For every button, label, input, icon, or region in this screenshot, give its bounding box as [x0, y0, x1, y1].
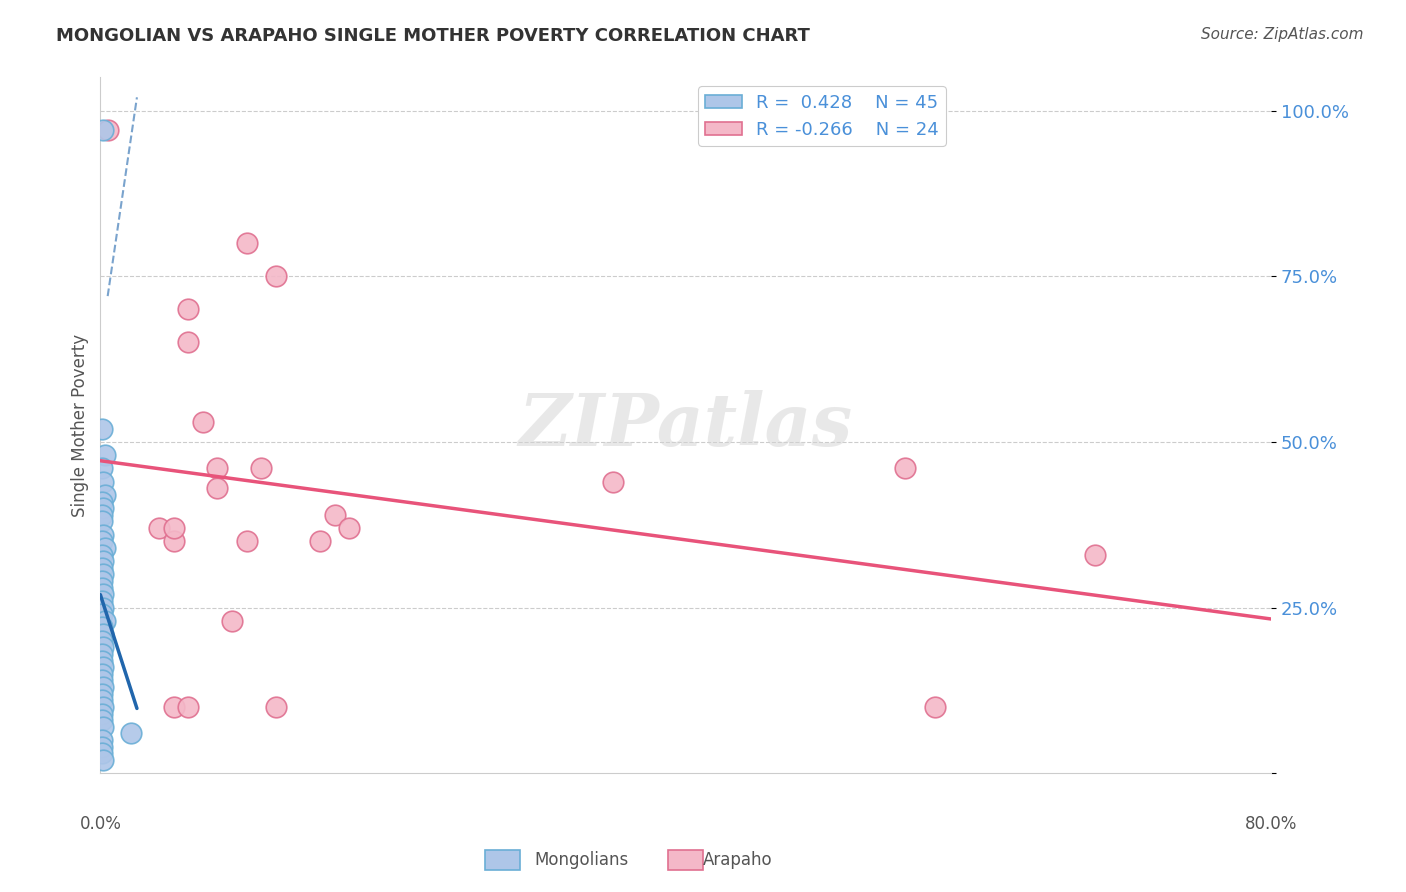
Point: [177, 335, 200, 350]
Point: [91, 720, 114, 734]
Point: [91, 475, 114, 489]
Point: [207, 481, 229, 495]
Point: [90, 693, 112, 707]
Point: [90, 422, 112, 436]
Point: [90, 548, 112, 562]
Point: [91, 680, 114, 694]
Text: Mongolians: Mongolians: [534, 851, 628, 869]
Point: [91, 753, 114, 767]
Point: [90, 594, 112, 608]
Point: [91, 627, 114, 641]
Text: Arapaho: Arapaho: [703, 851, 773, 869]
Point: [90, 747, 112, 761]
Point: [90, 620, 112, 634]
Point: [90, 607, 112, 622]
Point: [177, 700, 200, 714]
Point: [162, 521, 184, 535]
Point: [1084, 548, 1107, 562]
Text: 0.0%: 0.0%: [79, 815, 121, 833]
Text: Source: ZipAtlas.com: Source: ZipAtlas.com: [1201, 27, 1364, 42]
Point: [90, 515, 112, 529]
Point: [90, 581, 112, 595]
Point: [90, 574, 112, 588]
Point: [91, 700, 114, 714]
Point: [91, 660, 114, 674]
Point: [323, 508, 346, 522]
Point: [177, 302, 200, 317]
Y-axis label: Single Mother Poverty: Single Mother Poverty: [72, 334, 89, 516]
Point: [90, 666, 112, 681]
Point: [90, 687, 112, 701]
Point: [91, 567, 114, 582]
Point: [90, 654, 112, 668]
Point: [337, 521, 360, 535]
Point: [120, 726, 142, 740]
Point: [924, 700, 946, 714]
Point: [91, 554, 114, 568]
Point: [90, 706, 112, 721]
Point: [162, 534, 184, 549]
Text: MONGOLIAN VS ARAPAHO SINGLE MOTHER POVERTY CORRELATION CHART: MONGOLIAN VS ARAPAHO SINGLE MOTHER POVER…: [56, 27, 810, 45]
Point: [602, 475, 624, 489]
Point: [91, 501, 114, 516]
Point: [93, 448, 115, 462]
Legend: R =  0.428    N = 45, R = -0.266    N = 24: R = 0.428 N = 45, R = -0.266 N = 24: [699, 87, 946, 146]
Point: [235, 534, 257, 549]
Point: [91, 640, 114, 655]
Point: [221, 614, 243, 628]
Point: [90, 713, 112, 727]
Point: [894, 461, 917, 475]
Point: [90, 673, 112, 688]
Point: [309, 534, 332, 549]
Text: 80.0%: 80.0%: [1244, 815, 1298, 833]
Text: ZIPatlas: ZIPatlas: [519, 390, 853, 461]
Point: [90, 733, 112, 747]
Point: [91, 527, 114, 541]
Point: [90, 494, 112, 508]
Point: [250, 461, 273, 475]
Point: [264, 700, 287, 714]
Point: [90, 647, 112, 661]
Point: [191, 415, 214, 429]
Point: [90, 633, 112, 648]
Point: [93, 488, 115, 502]
Point: [235, 236, 257, 251]
Point: [91, 600, 114, 615]
Point: [264, 269, 287, 284]
Point: [90, 508, 112, 522]
Point: [93, 614, 115, 628]
Point: [207, 461, 229, 475]
Point: [93, 541, 115, 555]
Point: [91, 587, 114, 601]
Point: [91, 123, 114, 137]
Point: [97, 123, 120, 137]
Point: [90, 561, 112, 575]
Point: [90, 739, 112, 754]
Point: [90, 534, 112, 549]
Point: [162, 700, 184, 714]
Point: [148, 521, 170, 535]
Point: [90, 461, 112, 475]
